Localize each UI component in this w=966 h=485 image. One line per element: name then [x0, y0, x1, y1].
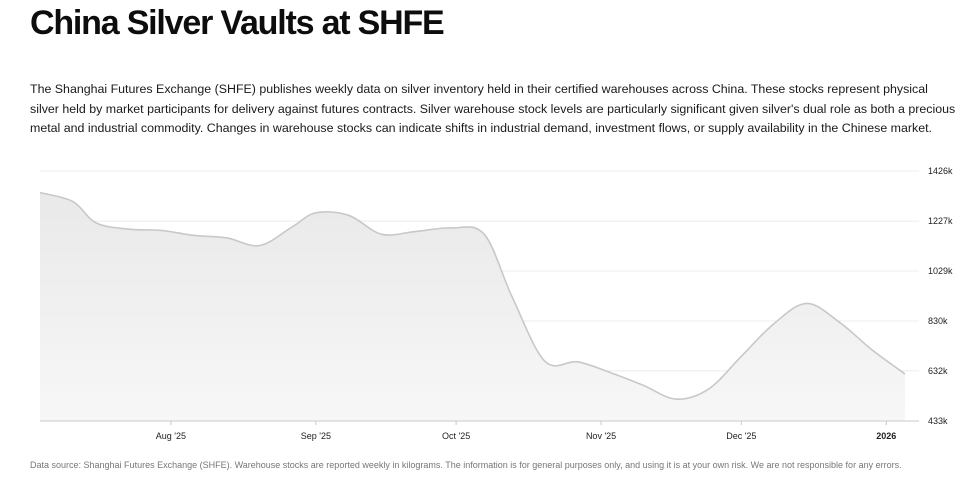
y-tick-label: 433k — [928, 416, 948, 426]
data-source-footer: Data source: Shanghai Futures Exchange (… — [30, 460, 902, 470]
x-tick-label: Oct '25 — [442, 431, 470, 441]
y-tick-label: 1227k — [928, 216, 953, 226]
y-tick-label: 1029k — [928, 266, 953, 276]
y-axis-ticks: 1426k 1227k 1029k 830k 632k 433k — [928, 166, 953, 426]
silver-stock-chart: 1426k 1227k 1029k 830k 632k 433k Aug '25 Sep '… — [39, 166, 953, 441]
x-tick-label: Aug '25 — [156, 431, 186, 441]
x-axis-ticks: Aug '25 Sep '25 Oct '25 Nov '25 Dec '25 2026 — [156, 421, 896, 441]
x-tick-label: Sep '25 — [301, 431, 331, 441]
series-line — [39, 191, 906, 400]
x-tick-label: Dec '25 — [726, 431, 756, 441]
y-tick-label: 1426k — [928, 166, 953, 176]
series-area — [40, 192, 905, 421]
page-description: The Shanghai Futures Exchange (SHFE) pub… — [30, 82, 956, 135]
page-title: China Silver Vaults at SHFE — [30, 4, 445, 42]
y-tick-label: 830k — [928, 316, 948, 326]
x-tick-label: 2026 — [876, 431, 896, 441]
y-tick-label: 632k — [928, 366, 948, 376]
x-tick-label: Nov '25 — [586, 431, 616, 441]
